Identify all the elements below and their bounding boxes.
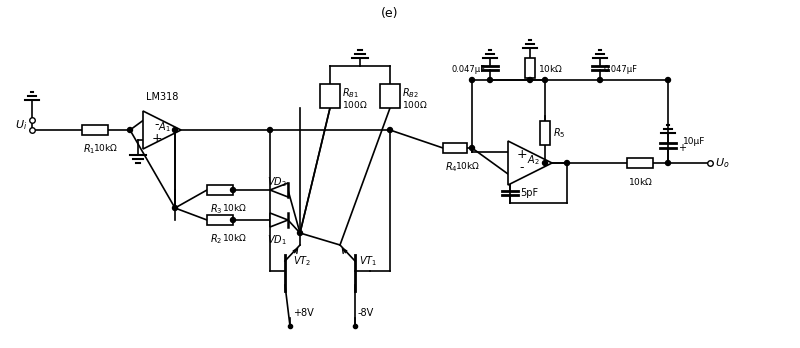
Circle shape <box>527 78 533 82</box>
Text: $R_1$: $R_1$ <box>83 142 95 156</box>
Bar <box>320 84 340 108</box>
Bar <box>525 58 535 78</box>
Text: 10µF: 10µF <box>683 136 706 145</box>
Text: 10k$\Omega$: 10k$\Omega$ <box>628 176 653 187</box>
Circle shape <box>230 218 235 222</box>
Text: $VD_1$: $VD_1$ <box>267 233 287 247</box>
Text: $R_4$: $R_4$ <box>445 160 458 174</box>
Text: 10k$\Omega$: 10k$\Omega$ <box>538 63 563 73</box>
Text: 10k$\Omega$: 10k$\Omega$ <box>93 142 118 153</box>
Circle shape <box>666 78 670 82</box>
Bar <box>380 84 400 108</box>
Text: $R_2$: $R_2$ <box>210 232 222 246</box>
Text: $VT_1$: $VT_1$ <box>359 254 378 268</box>
Circle shape <box>230 188 235 192</box>
Text: $R_5$: $R_5$ <box>553 126 566 140</box>
Text: $R_3$: $R_3$ <box>210 202 222 216</box>
Text: -8V: -8V <box>358 308 374 318</box>
Circle shape <box>542 160 547 166</box>
Bar <box>540 121 550 145</box>
Circle shape <box>173 127 178 133</box>
Bar <box>207 185 233 195</box>
Text: 5pF: 5pF <box>520 188 538 198</box>
Text: +: + <box>678 143 686 153</box>
Bar <box>207 215 233 225</box>
Circle shape <box>173 206 178 211</box>
Text: 10k$\Omega$: 10k$\Omega$ <box>222 232 247 243</box>
Text: +: + <box>152 132 162 144</box>
Bar <box>627 158 653 168</box>
Text: $A_1$: $A_1$ <box>158 120 170 134</box>
Text: $U_o$: $U_o$ <box>715 156 730 170</box>
Circle shape <box>598 78 602 82</box>
Circle shape <box>565 160 570 166</box>
Bar <box>82 125 108 135</box>
Circle shape <box>127 127 133 133</box>
Text: 100$\Omega$: 100$\Omega$ <box>402 98 428 110</box>
Polygon shape <box>270 213 288 227</box>
Text: $A_2$: $A_2$ <box>526 153 539 167</box>
Circle shape <box>487 78 493 82</box>
Text: $R_{B1}$: $R_{B1}$ <box>342 86 359 100</box>
Text: $U_i$: $U_i$ <box>14 118 27 132</box>
Text: +8V: +8V <box>293 308 314 318</box>
Circle shape <box>387 127 393 133</box>
Circle shape <box>542 78 547 82</box>
Text: -: - <box>154 119 159 132</box>
Bar <box>443 143 467 153</box>
Text: -: - <box>520 161 524 174</box>
Text: LM318: LM318 <box>146 92 178 102</box>
Circle shape <box>470 145 474 150</box>
Polygon shape <box>270 183 288 197</box>
Text: (e): (e) <box>382 7 398 19</box>
Text: 0.047µF: 0.047µF <box>451 65 485 74</box>
Text: $R_{B2}$: $R_{B2}$ <box>402 86 419 100</box>
Text: 10k$\Omega$: 10k$\Omega$ <box>455 160 480 171</box>
Circle shape <box>666 160 670 166</box>
Polygon shape <box>508 141 552 185</box>
Text: 0.047µF: 0.047µF <box>604 65 638 74</box>
Circle shape <box>470 78 474 82</box>
Text: 10k$\Omega$: 10k$\Omega$ <box>222 202 247 213</box>
Text: $VD_2$: $VD_2$ <box>267 175 287 189</box>
Polygon shape <box>143 111 181 149</box>
Text: 100$\Omega$: 100$\Omega$ <box>342 98 368 110</box>
Circle shape <box>267 127 273 133</box>
Text: $VT_2$: $VT_2$ <box>293 254 311 268</box>
Circle shape <box>298 230 302 236</box>
Text: +: + <box>517 149 527 161</box>
